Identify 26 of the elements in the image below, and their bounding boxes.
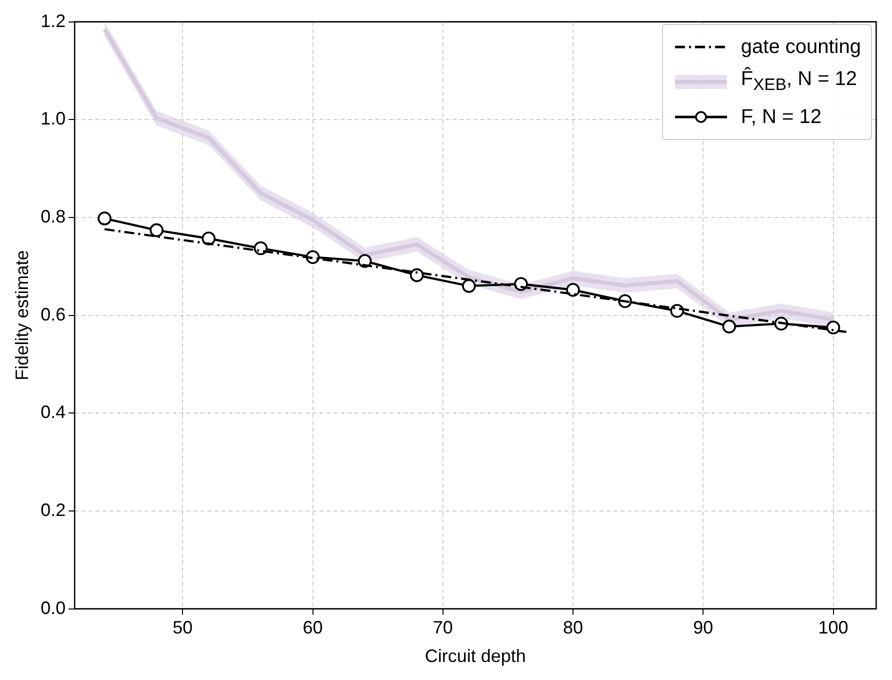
point bbox=[98, 212, 112, 226]
x-tick-label: 60 bbox=[302, 618, 323, 638]
y-tick-label: 0.2 bbox=[40, 500, 66, 520]
legend-label: F̂$_{XEB}$, N = 12 bbox=[740, 66, 858, 96]
y-tick-label: 1.2 bbox=[40, 10, 66, 31]
legend-label: F, N = 12 bbox=[740, 105, 822, 130]
point bbox=[566, 282, 580, 297]
x-axis-title: Circuit depth bbox=[424, 646, 526, 666]
point bbox=[462, 279, 476, 293]
y-tick-label: 0.8 bbox=[40, 206, 66, 226]
y-tick-label: 0.6 bbox=[40, 304, 66, 324]
legend-label: gate counting bbox=[740, 35, 861, 60]
y-tick-label: 1.0 bbox=[40, 108, 66, 129]
y-tick-label: 0.4 bbox=[40, 402, 66, 422]
x-tick-label: 70 bbox=[432, 618, 453, 638]
x-tick-label: 100 bbox=[818, 618, 848, 638]
point bbox=[254, 241, 268, 256]
point bbox=[722, 320, 736, 334]
point bbox=[410, 268, 424, 282]
point bbox=[150, 223, 164, 238]
y-axis-title: Fidelity estimate bbox=[12, 250, 32, 380]
x-tick-label: 90 bbox=[693, 618, 714, 638]
point bbox=[826, 320, 840, 334]
x-tick-label: 80 bbox=[562, 618, 584, 638]
x-tick-label: 50 bbox=[172, 618, 193, 638]
y-tick-label: 0.0 bbox=[40, 598, 66, 618]
